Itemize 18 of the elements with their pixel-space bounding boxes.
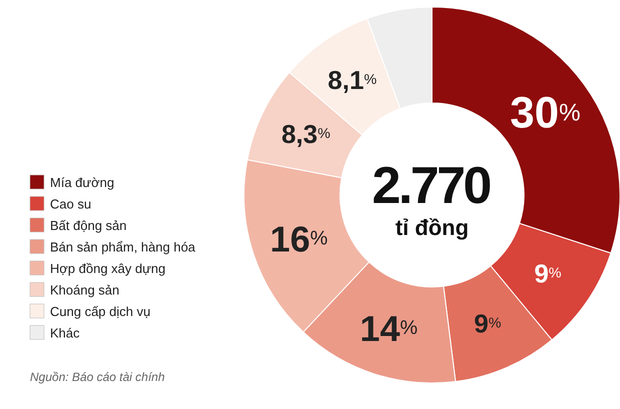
text: 2.770 (372, 157, 492, 215)
data-label: 8,1% (328, 64, 377, 95)
legend-label: Mía đường (50, 175, 114, 190)
legend-label: Cao su (50, 196, 92, 212)
data-label: 9% (474, 308, 502, 338)
text: tỉ đồng (395, 215, 469, 240)
legend-label: Khoáng sản (50, 282, 120, 298)
legend-label: Khác (50, 326, 80, 340)
data-label: 14% (360, 308, 418, 349)
legend-label: Cung cấp dịch vụ (50, 304, 150, 319)
legend-label: Bán sản phẩm, hàng hóa (50, 240, 196, 254)
data-label: 9% (534, 258, 562, 289)
text: Nguồn: Báo cáo tài chính (30, 370, 166, 384)
data-label: 8,3% (281, 119, 331, 150)
data-label: 16% (270, 218, 328, 259)
data-label: 30% (510, 88, 580, 138)
legend-label: Bất động sản (50, 218, 127, 233)
legend-label: Hợp đồng xây dựng (50, 261, 166, 276)
